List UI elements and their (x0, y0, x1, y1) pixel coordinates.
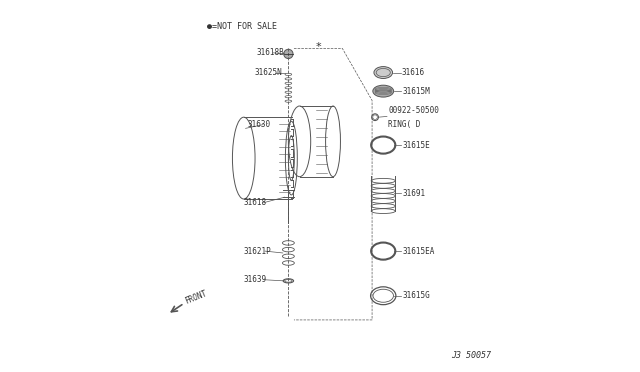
Text: 31618B: 31618B (257, 48, 285, 57)
Text: 31621P: 31621P (244, 247, 271, 256)
Text: 31616: 31616 (402, 68, 425, 77)
Text: RING( D: RING( D (388, 120, 420, 129)
Text: *: * (316, 42, 322, 51)
Text: FRONT: FRONT (183, 289, 208, 306)
Text: 31618: 31618 (244, 198, 267, 207)
Text: 31615E: 31615E (403, 141, 430, 150)
Text: 31630: 31630 (248, 120, 271, 129)
Text: 31691: 31691 (403, 189, 426, 198)
Text: J3 50057: J3 50057 (451, 351, 491, 360)
Ellipse shape (373, 85, 394, 97)
Ellipse shape (374, 67, 392, 78)
Text: 31639: 31639 (244, 275, 267, 284)
Text: 00922-50500: 00922-50500 (388, 106, 439, 115)
Ellipse shape (284, 49, 293, 58)
Text: 31615G: 31615G (403, 291, 430, 300)
Text: 31625N: 31625N (255, 68, 283, 77)
Text: 31615EA: 31615EA (403, 247, 435, 256)
Text: ●=NOT FOR SALE: ●=NOT FOR SALE (207, 22, 276, 31)
Text: 31615M: 31615M (403, 87, 430, 96)
